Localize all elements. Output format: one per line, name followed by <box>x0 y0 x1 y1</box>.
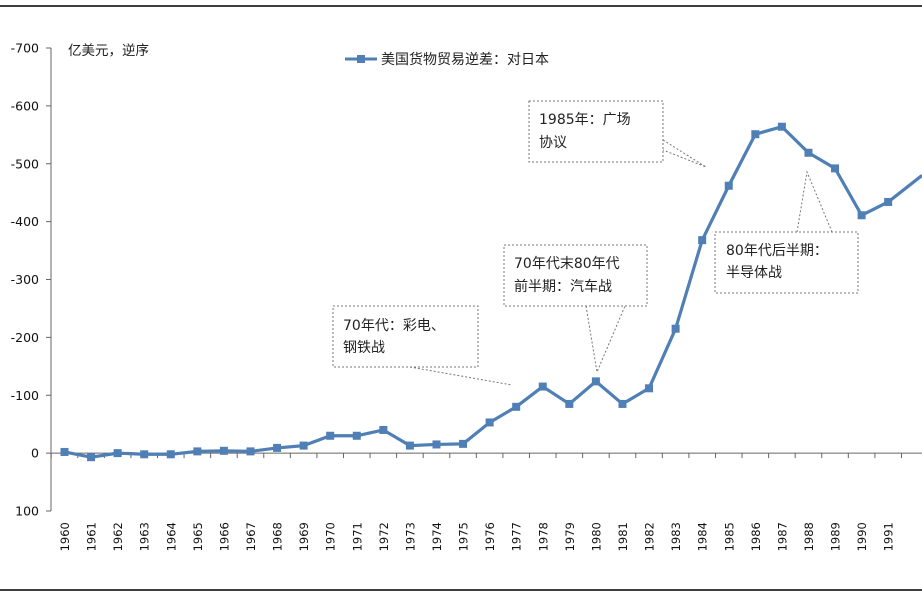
annotation-text-4b: 半导体战 <box>726 265 782 281</box>
data-point-marker <box>219 446 228 455</box>
data-point-marker <box>618 399 627 408</box>
data-point-marker <box>565 399 574 408</box>
x-tick-label: 1989 <box>829 522 843 551</box>
x-tick-label: 1986 <box>749 522 763 551</box>
annotation-text-2b: 前半期：汽车战 <box>514 278 612 295</box>
y-tick-label: 0 <box>31 446 39 461</box>
data-point-marker <box>485 418 494 427</box>
data-point-marker <box>538 382 547 391</box>
data-point-marker <box>326 431 335 440</box>
annotation-text-1a: 70年代：彩电、 <box>343 318 445 334</box>
data-point-marker <box>299 441 308 450</box>
annotation-text-3b: 协议 <box>539 135 567 151</box>
x-tick-label: 1985 <box>722 522 736 551</box>
annotation-text-4a: 80年代后半期： <box>726 243 828 259</box>
data-point-marker <box>140 450 149 459</box>
data-point-marker <box>884 197 893 206</box>
x-tick-label: 1978 <box>536 522 550 551</box>
annotation-text-2a: 70年代末80年代 <box>514 256 620 272</box>
data-point-marker <box>857 211 866 220</box>
x-tick-label: 1967 <box>244 522 258 551</box>
x-tick-label: 1961 <box>85 522 99 551</box>
annotation-box-1 <box>332 305 479 368</box>
x-tick-label: 1970 <box>324 522 338 551</box>
x-tick-label: 1973 <box>403 522 417 551</box>
x-tick-label: 1962 <box>111 522 125 551</box>
legend-marker-swatch <box>357 55 365 63</box>
x-tick-label: 1983 <box>669 522 683 551</box>
data-point-marker <box>459 439 468 448</box>
x-tick-label: 1977 <box>510 522 524 551</box>
x-tick-label: 1979 <box>563 522 577 551</box>
data-point-marker <box>804 148 813 157</box>
data-point-marker <box>777 122 786 131</box>
x-tick-label: 1990 <box>855 522 869 551</box>
data-point-marker <box>193 447 202 456</box>
data-point-marker <box>591 377 600 386</box>
annotation-leader-4 <box>796 170 833 233</box>
y-tick-label: -600 <box>11 98 39 113</box>
x-axis-ticks: 1960 1961 1962 1963 1964 1965 1966 1967 1968 1969… <box>50 453 902 551</box>
x-tick-label: 1987 <box>775 522 789 551</box>
x-tick-label: 1980 <box>589 522 603 551</box>
data-point-marker <box>645 384 654 393</box>
data-point-marker <box>113 449 122 458</box>
x-tick-label: 1981 <box>616 522 630 551</box>
annotation-leader-2 <box>585 305 626 374</box>
y-tick-label: -500 <box>11 156 39 171</box>
x-tick-label: 1991 <box>882 522 896 551</box>
legend: 美国货物贸易逆差：对日本 <box>345 51 549 68</box>
annotation-text-1b: 钢铁战 <box>343 340 385 356</box>
y-tick-label: -700 <box>11 41 39 56</box>
data-point-marker <box>379 425 388 434</box>
data-point-marker <box>831 164 840 173</box>
x-tick-label: 1965 <box>191 522 205 551</box>
y-tick-label: -300 <box>11 272 39 287</box>
data-point-marker <box>671 324 680 333</box>
data-point-marker <box>87 453 96 462</box>
x-tick-label: 1975 <box>457 522 471 551</box>
x-tick-label: 1968 <box>271 522 285 551</box>
annotation-leader-3 <box>662 139 707 168</box>
annotation-box-3 <box>528 100 664 163</box>
x-tick-label: 1974 <box>430 522 444 551</box>
annotations: 70年代：彩电、 钢铁战 70年代末80年代 前半期：汽车战 1985年：广场 … <box>332 100 859 386</box>
x-tick-label: 1972 <box>377 522 391 551</box>
x-tick-label: 1976 <box>483 522 497 551</box>
y-tick-label: -200 <box>11 330 39 345</box>
series-layer <box>60 122 922 462</box>
x-tick-label: 1988 <box>802 522 816 551</box>
data-point-marker <box>60 447 69 456</box>
x-tick-label: 1971 <box>350 522 364 551</box>
x-tick-label: 1984 <box>696 522 710 551</box>
y-tick-label: -100 <box>11 388 39 403</box>
annotation-box-2 <box>503 244 648 307</box>
x-tick-label: 1966 <box>217 522 231 551</box>
x-tick-label: 1964 <box>164 522 178 551</box>
data-point-marker <box>273 443 282 452</box>
y-unit-label: 亿美元，逆序 <box>68 43 149 59</box>
x-tick-label: 1982 <box>643 522 657 551</box>
data-point-marker <box>352 431 361 440</box>
data-point-marker <box>698 236 707 245</box>
annotation-text-3a: 1985年：广场 <box>539 112 631 128</box>
legend-label: 美国货物贸易逆差：对日本 <box>381 51 549 68</box>
data-point-marker <box>246 447 255 456</box>
y-tick-label: 100 <box>15 504 39 519</box>
y-axis-ticks: -700 -600 -500 -400 -300 -200 -100 0 100 <box>11 41 51 519</box>
data-point-marker <box>512 402 521 411</box>
data-point-marker <box>432 440 441 449</box>
data-point-marker <box>724 181 733 190</box>
annotation-box-4 <box>714 231 859 294</box>
x-tick-label: 1969 <box>297 522 311 551</box>
data-point-marker <box>751 130 760 139</box>
x-tick-label: 1960 <box>58 522 72 551</box>
x-tick-label: 1963 <box>138 522 152 551</box>
y-tick-label: -400 <box>11 214 39 229</box>
data-point-marker <box>166 450 175 459</box>
annotation-leader-1 <box>409 366 513 386</box>
data-point-marker <box>405 441 414 450</box>
